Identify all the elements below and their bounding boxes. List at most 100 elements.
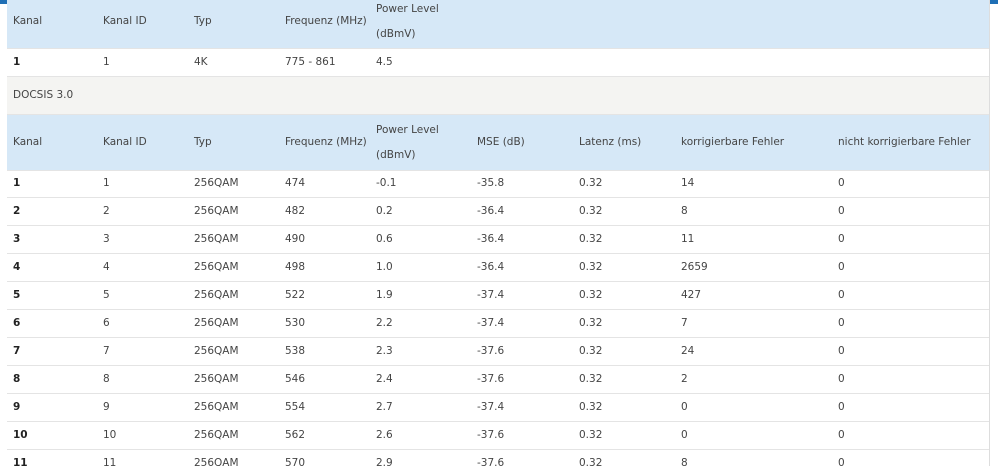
cell: 2.2	[376, 317, 393, 329]
cell: -37.4	[477, 289, 505, 301]
cell: 256QAM	[194, 205, 239, 217]
cell: 7	[103, 345, 110, 357]
cell: Kanal ID	[103, 136, 147, 148]
cell: 256QAM	[194, 457, 239, 466]
cell: 256QAM	[194, 233, 239, 245]
cell: 2	[103, 205, 110, 217]
cell: 0.32	[579, 345, 603, 357]
cell: 498	[285, 261, 306, 273]
cell: Kanal	[13, 136, 43, 148]
cell: 7	[681, 317, 688, 329]
cell: -0.1	[376, 177, 397, 189]
cell: -37.6	[477, 457, 505, 466]
cell: 0.6	[376, 233, 393, 245]
table-row: 3 3 256QAM 490 0.6 -36.4 0.32 11 0	[7, 226, 989, 254]
cell: Kanal ID	[103, 15, 147, 27]
cell: -35.8	[477, 177, 505, 189]
cell: 3	[13, 233, 21, 245]
cell: 538	[285, 345, 306, 357]
table-row: 7 7 256QAM 538 2.3 -37.6 0.32 24 0	[7, 338, 989, 366]
cell: 8	[13, 373, 21, 385]
cell: 9	[13, 401, 21, 413]
cell: 10	[103, 429, 117, 441]
cell: 1	[13, 55, 21, 68]
cell: 10	[13, 429, 28, 441]
cell: -36.4	[477, 233, 505, 245]
cell: 11	[13, 457, 28, 466]
cell: 11	[103, 457, 117, 466]
cell: 2659	[681, 261, 708, 273]
cell: 1	[103, 177, 110, 189]
cell: 256QAM	[194, 261, 239, 273]
table-header: Kanal Kanal ID Typ Frequenz (MHz) Power Leve…	[7, 0, 989, 49]
table-row: 11 11 256QAM 570 2.9 -37.6 0.32 8 0	[7, 450, 989, 466]
cell: Latenz (ms)	[579, 136, 642, 148]
cell: 8	[103, 373, 110, 385]
cell: Typ	[194, 15, 212, 27]
cell: Kanal	[13, 15, 43, 27]
cell: 5	[13, 289, 21, 301]
cell: 0	[838, 233, 845, 245]
cell: 0	[681, 401, 688, 413]
cell: 0	[838, 429, 845, 441]
cell: 11	[681, 233, 695, 245]
cell: 0.32	[579, 177, 603, 189]
cell: 0.32	[579, 317, 603, 329]
cell: 8	[681, 457, 688, 466]
cell: 0	[838, 261, 845, 273]
cell: 0	[838, 289, 845, 301]
cell: 0.2	[376, 205, 393, 217]
cell: -36.4	[477, 261, 505, 273]
cell: 6	[13, 317, 21, 329]
cell: 490	[285, 233, 306, 245]
cell: 0.32	[579, 401, 603, 413]
cell: 0	[838, 373, 845, 385]
cell: 0	[838, 317, 845, 329]
cell: 0.32	[579, 205, 603, 217]
cell: 2	[681, 373, 688, 385]
cell: 474	[285, 177, 306, 189]
cell: 256QAM	[194, 345, 239, 357]
cell: 9	[103, 401, 110, 413]
cell: 4.5	[376, 55, 393, 68]
cell: 2.7	[376, 401, 393, 413]
cell: 6	[103, 317, 110, 329]
cell: 2	[13, 205, 21, 217]
table-row: 1 1 256QAM 474 -0.1 -35.8 0.32 14 0	[7, 170, 989, 198]
edge	[989, 0, 990, 466]
cell: Typ	[194, 136, 212, 148]
cell: 3	[103, 233, 110, 245]
table-header: Kanal Kanal ID Typ Frequenz (MHz) Power Leve…	[7, 115, 989, 171]
cell: MSE (dB)	[477, 136, 525, 148]
cell: 256QAM	[194, 373, 239, 385]
cell: 0	[838, 177, 845, 189]
cell: 24	[681, 345, 695, 357]
cell: -36.4	[477, 205, 505, 217]
cell: 522	[285, 289, 306, 301]
cell: -37.6	[477, 429, 505, 441]
cell: 482	[285, 205, 306, 217]
cell: 14	[681, 177, 695, 189]
cell: 256QAM	[194, 317, 239, 329]
cell: 0	[838, 345, 845, 357]
cell: -37.6	[477, 345, 505, 357]
section-title: DOCSIS 3.0	[13, 89, 74, 101]
cell: 2.3	[376, 345, 393, 357]
cell: 1.9	[376, 289, 393, 301]
cell: 0	[681, 429, 688, 441]
cell: 562	[285, 429, 306, 441]
cell: 546	[285, 373, 306, 385]
cell: 0.32	[579, 429, 603, 441]
cell: Power Level (dBmV)	[376, 123, 439, 161]
cell: 2.4	[376, 373, 393, 385]
cell: 7	[13, 345, 21, 357]
table-row: 4 4 256QAM 498 1.0 -36.4 0.32 2659 0	[7, 254, 989, 282]
cell: 530	[285, 317, 306, 329]
table-row: 1 1 4K 775 - 861 4.5	[7, 48, 989, 77]
cell: 256QAM	[194, 289, 239, 301]
cell: -37.6	[477, 373, 505, 385]
cell: 427	[681, 289, 702, 301]
table-row: 9 9 256QAM 554 2.7 -37.4 0.32 0 0	[7, 394, 989, 422]
cell: 2.9	[376, 457, 393, 466]
